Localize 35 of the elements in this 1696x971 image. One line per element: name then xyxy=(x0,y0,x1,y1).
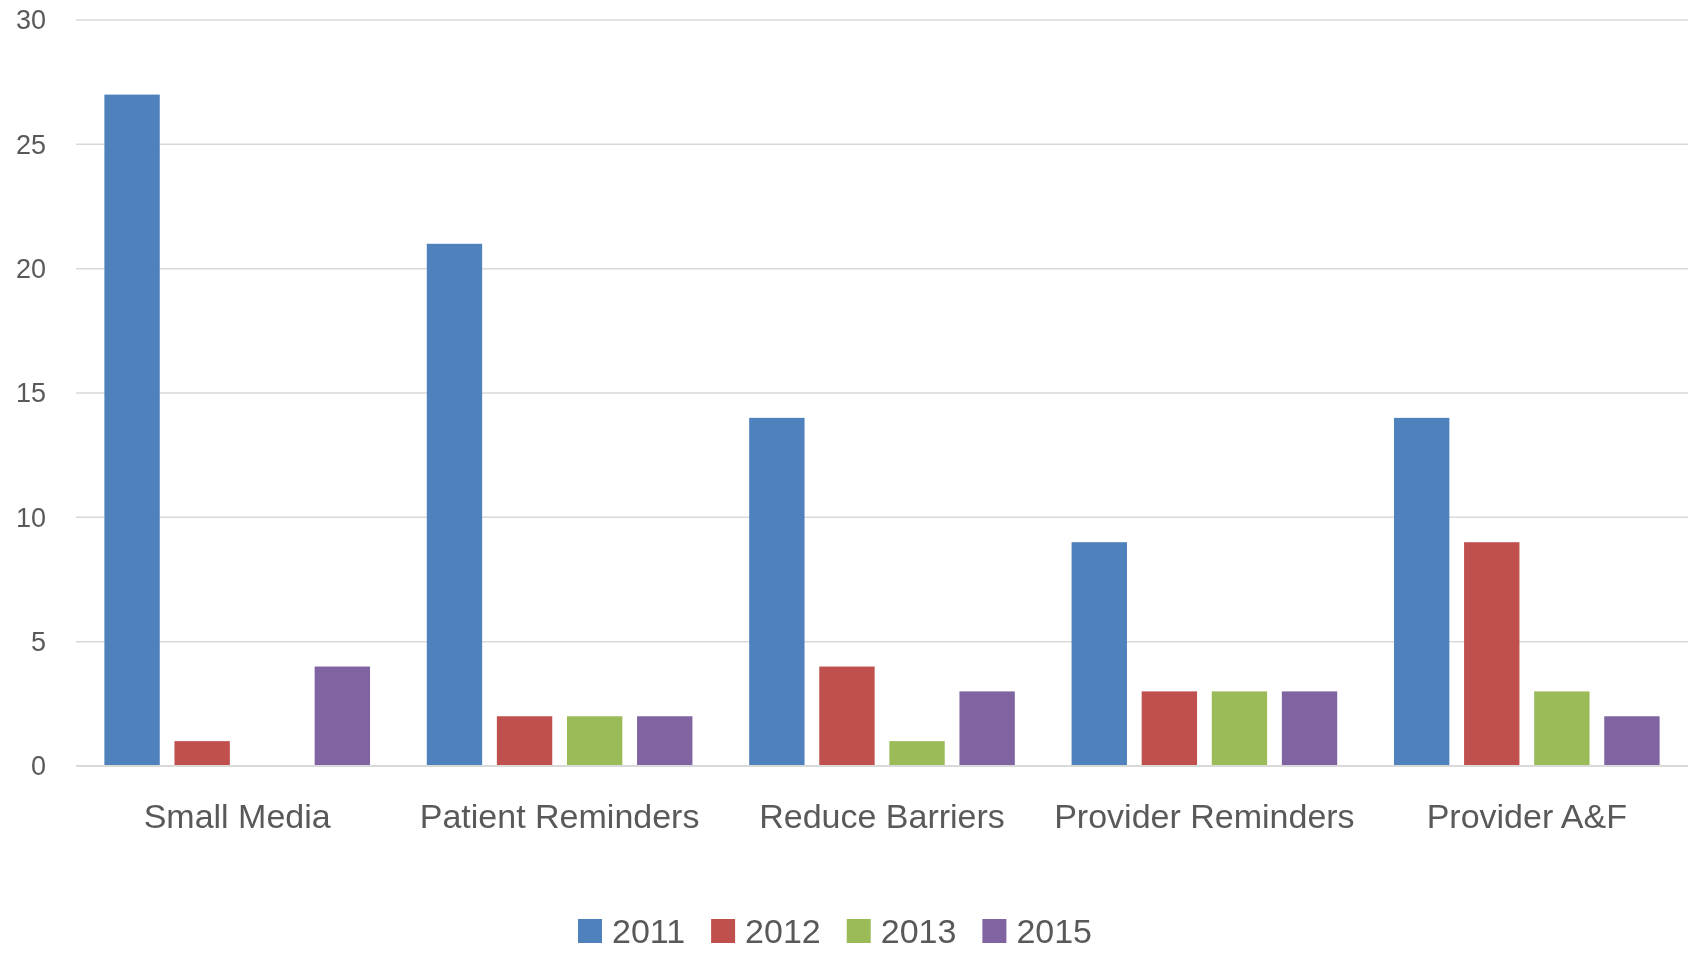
y-tick-label: 5 xyxy=(30,627,46,658)
bar xyxy=(1393,417,1450,766)
bar xyxy=(1464,542,1520,766)
bar xyxy=(566,716,623,766)
bar xyxy=(959,691,1015,766)
bar xyxy=(749,417,805,766)
y-tick-label: 20 xyxy=(15,254,46,285)
bar xyxy=(314,666,371,766)
bar xyxy=(426,243,483,766)
x-tick-label: Provider A&F xyxy=(1426,797,1627,835)
bar xyxy=(174,741,230,766)
legend-label: 2012 xyxy=(745,912,821,950)
bar xyxy=(889,741,945,766)
bar xyxy=(496,716,553,766)
bar xyxy=(1141,691,1198,766)
bar xyxy=(1211,691,1268,766)
y-tick-label: 10 xyxy=(15,502,46,533)
bar xyxy=(1281,691,1338,766)
legend-label: 2013 xyxy=(880,912,957,950)
x-tick-label: Provider Reminders xyxy=(1054,797,1355,835)
bar xyxy=(1604,716,1660,766)
y-tick-label: 25 xyxy=(15,129,46,160)
y-tick-label: 15 xyxy=(15,378,46,409)
bar xyxy=(819,666,875,766)
bar xyxy=(1534,691,1590,766)
bar xyxy=(1071,542,1127,766)
bar xyxy=(637,716,693,766)
legend-label: 2011 xyxy=(611,912,686,950)
y-tick-label: 0 xyxy=(30,751,46,782)
y-tick-label: 30 xyxy=(15,5,46,36)
legend-label: 2015 xyxy=(1016,912,1093,950)
x-tick-label: Reduce Barriers xyxy=(759,797,1005,835)
x-tick-label: Small Media xyxy=(143,797,331,835)
bar xyxy=(104,94,160,766)
x-tick-label: Patient Reminders xyxy=(419,797,700,835)
